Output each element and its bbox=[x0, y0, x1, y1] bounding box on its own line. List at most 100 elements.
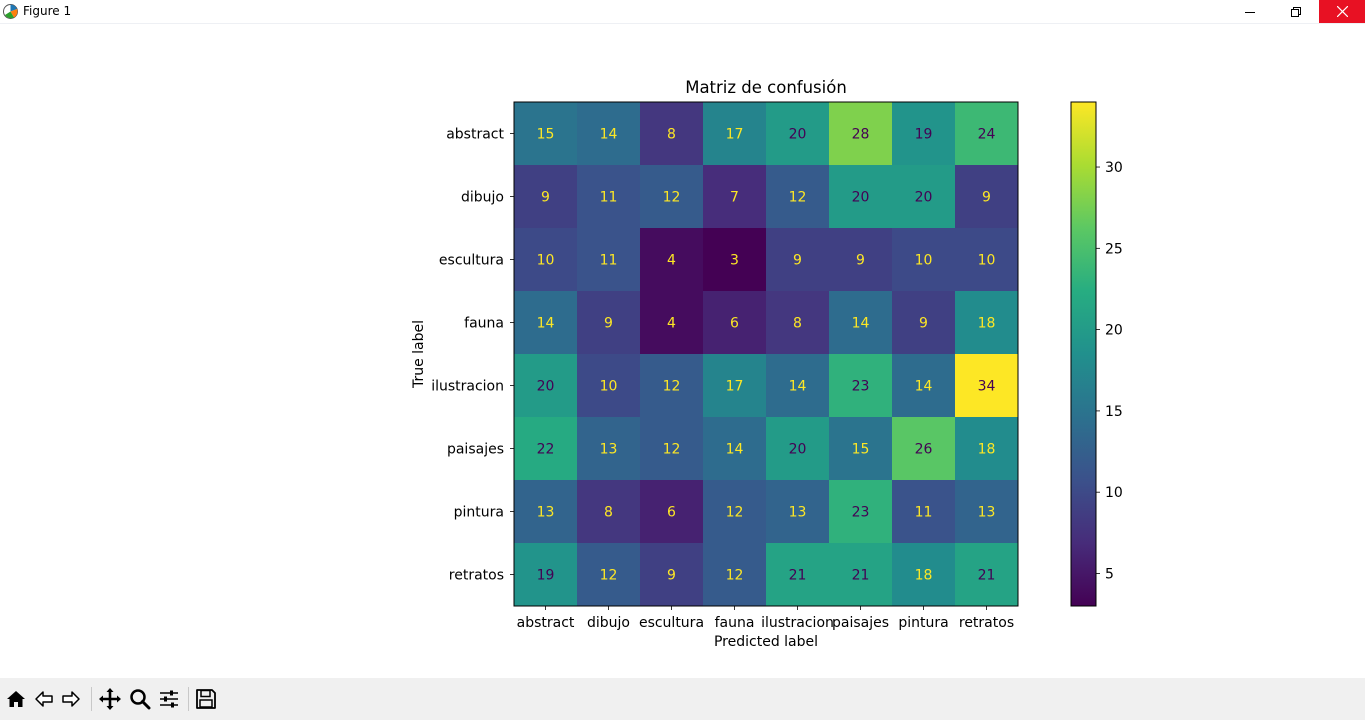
heatmap-cell bbox=[640, 543, 704, 607]
save-button[interactable] bbox=[193, 686, 219, 712]
cell-value-label: 14 bbox=[852, 316, 870, 332]
heatmap-cell bbox=[703, 417, 767, 481]
restore-icon bbox=[1291, 6, 1301, 17]
y-tick-label: retratos bbox=[449, 568, 504, 584]
minimize-button[interactable] bbox=[1227, 0, 1273, 23]
cell-value-label: 20 bbox=[537, 379, 555, 395]
pan-button[interactable] bbox=[97, 686, 123, 712]
cell-value-label: 3 bbox=[730, 253, 739, 269]
cell-value-label: 19 bbox=[915, 127, 933, 143]
heatmap-cell bbox=[766, 291, 830, 355]
cell-value-label: 14 bbox=[789, 379, 807, 395]
cell-value-label: 18 bbox=[915, 568, 933, 584]
zoom-button[interactable] bbox=[127, 686, 153, 712]
y-tick-label: fauna bbox=[464, 316, 504, 332]
heatmap-cell bbox=[766, 165, 830, 229]
cell-value-label: 12 bbox=[663, 379, 681, 395]
cell-value-label: 9 bbox=[604, 316, 613, 332]
heatmap-cell bbox=[892, 417, 956, 481]
cell-value-label: 34 bbox=[978, 379, 996, 395]
y-tick-label: pintura bbox=[454, 505, 504, 521]
configure-subplots-button[interactable] bbox=[156, 686, 182, 712]
heatmap-cell bbox=[577, 354, 641, 418]
restore-button[interactable] bbox=[1273, 0, 1319, 23]
y-axis-label: True label bbox=[411, 320, 427, 389]
heatmap-cell bbox=[703, 291, 767, 355]
home-button[interactable] bbox=[3, 686, 29, 712]
cell-value-label: 23 bbox=[852, 379, 870, 395]
cell-value-label: 17 bbox=[726, 379, 744, 395]
cell-value-label: 8 bbox=[604, 505, 613, 521]
cell-value-label: 9 bbox=[541, 190, 550, 206]
colorbar-tick-label: 30 bbox=[1105, 160, 1123, 176]
cell-value-label: 11 bbox=[600, 190, 618, 206]
cell-value-label: 13 bbox=[600, 442, 618, 458]
heatmap-cell bbox=[514, 354, 578, 418]
toolbar-separator bbox=[188, 687, 189, 711]
heatmap-cell bbox=[955, 165, 1019, 229]
heatmap-cell bbox=[514, 165, 578, 229]
axes-frame bbox=[513, 101, 1019, 607]
x-tick-label: paisajes bbox=[832, 615, 889, 631]
heatmap-cell bbox=[955, 417, 1019, 481]
cell-value-label: 20 bbox=[789, 442, 807, 458]
colorbar-tick-label: 25 bbox=[1105, 241, 1123, 257]
cell-value-label: 6 bbox=[667, 505, 676, 521]
cell-value-label: 9 bbox=[919, 316, 928, 332]
heatmap-cell bbox=[829, 543, 893, 607]
heatmap-cell bbox=[640, 228, 704, 292]
cell-value-label: 22 bbox=[537, 442, 555, 458]
heatmap-cell bbox=[892, 228, 956, 292]
heatmap-cell bbox=[892, 543, 956, 607]
cell-value-label: 12 bbox=[789, 190, 807, 206]
cell-value-label: 11 bbox=[915, 505, 933, 521]
heatmap-cell bbox=[640, 291, 704, 355]
cell-value-label: 9 bbox=[667, 568, 676, 584]
forward-button[interactable] bbox=[58, 686, 84, 712]
heatmap-cell bbox=[829, 165, 893, 229]
forward-icon bbox=[62, 691, 80, 707]
heatmap-cell bbox=[766, 102, 830, 166]
cell-value-label: 18 bbox=[978, 442, 996, 458]
cell-value-label: 13 bbox=[978, 505, 996, 521]
figure-canvas[interactable]: 15 14 8 17 20 28 19 24 9 11 12 7 12 20 20 9 10 11 4 3 9 9 10 10… bbox=[0, 24, 1365, 678]
heatmap-cell bbox=[892, 165, 956, 229]
cell-value-label: 12 bbox=[726, 505, 744, 521]
heatmap-cell bbox=[703, 228, 767, 292]
heatmap-cell bbox=[829, 228, 893, 292]
cell-value-label: 21 bbox=[789, 568, 807, 584]
zoom-icon bbox=[130, 689, 151, 710]
cell-value-label: 14 bbox=[726, 442, 744, 458]
x-tick-label: retratos bbox=[959, 615, 1014, 631]
back-button[interactable] bbox=[31, 686, 57, 712]
cell-value-label: 26 bbox=[915, 442, 933, 458]
cell-value-label: 10 bbox=[978, 253, 996, 269]
toolbar-separator bbox=[91, 687, 92, 711]
heatmap-cell bbox=[829, 480, 893, 544]
heatmap-cell bbox=[514, 480, 578, 544]
cell-value-label: 14 bbox=[537, 316, 555, 332]
cell-value-label: 4 bbox=[667, 253, 676, 269]
heatmap-cell bbox=[640, 165, 704, 229]
heatmap-cell bbox=[577, 165, 641, 229]
colorbar-tick-label: 20 bbox=[1105, 323, 1123, 339]
title-bar: Figure 1 bbox=[0, 0, 1365, 24]
close-button[interactable] bbox=[1319, 0, 1365, 23]
cell-value-label: 8 bbox=[667, 127, 676, 143]
heatmap-cell bbox=[640, 102, 704, 166]
cell-value-label: 10 bbox=[600, 379, 618, 395]
heatmap-cell bbox=[892, 480, 956, 544]
heatmap-cell bbox=[766, 543, 830, 607]
heatmap-cell bbox=[640, 417, 704, 481]
heatmap-cell bbox=[514, 417, 578, 481]
cell-value-label: 20 bbox=[852, 190, 870, 206]
home-icon bbox=[7, 691, 25, 707]
heatmap-cell bbox=[829, 102, 893, 166]
heatmap-cell bbox=[892, 291, 956, 355]
chart-title: Matriz de confusión bbox=[685, 78, 847, 97]
x-tick-label: fauna bbox=[715, 615, 755, 631]
cell-value-label: 15 bbox=[852, 442, 870, 458]
heatmap-cell bbox=[766, 417, 830, 481]
heatmap-cell bbox=[829, 417, 893, 481]
cell-value-label: 20 bbox=[915, 190, 933, 206]
